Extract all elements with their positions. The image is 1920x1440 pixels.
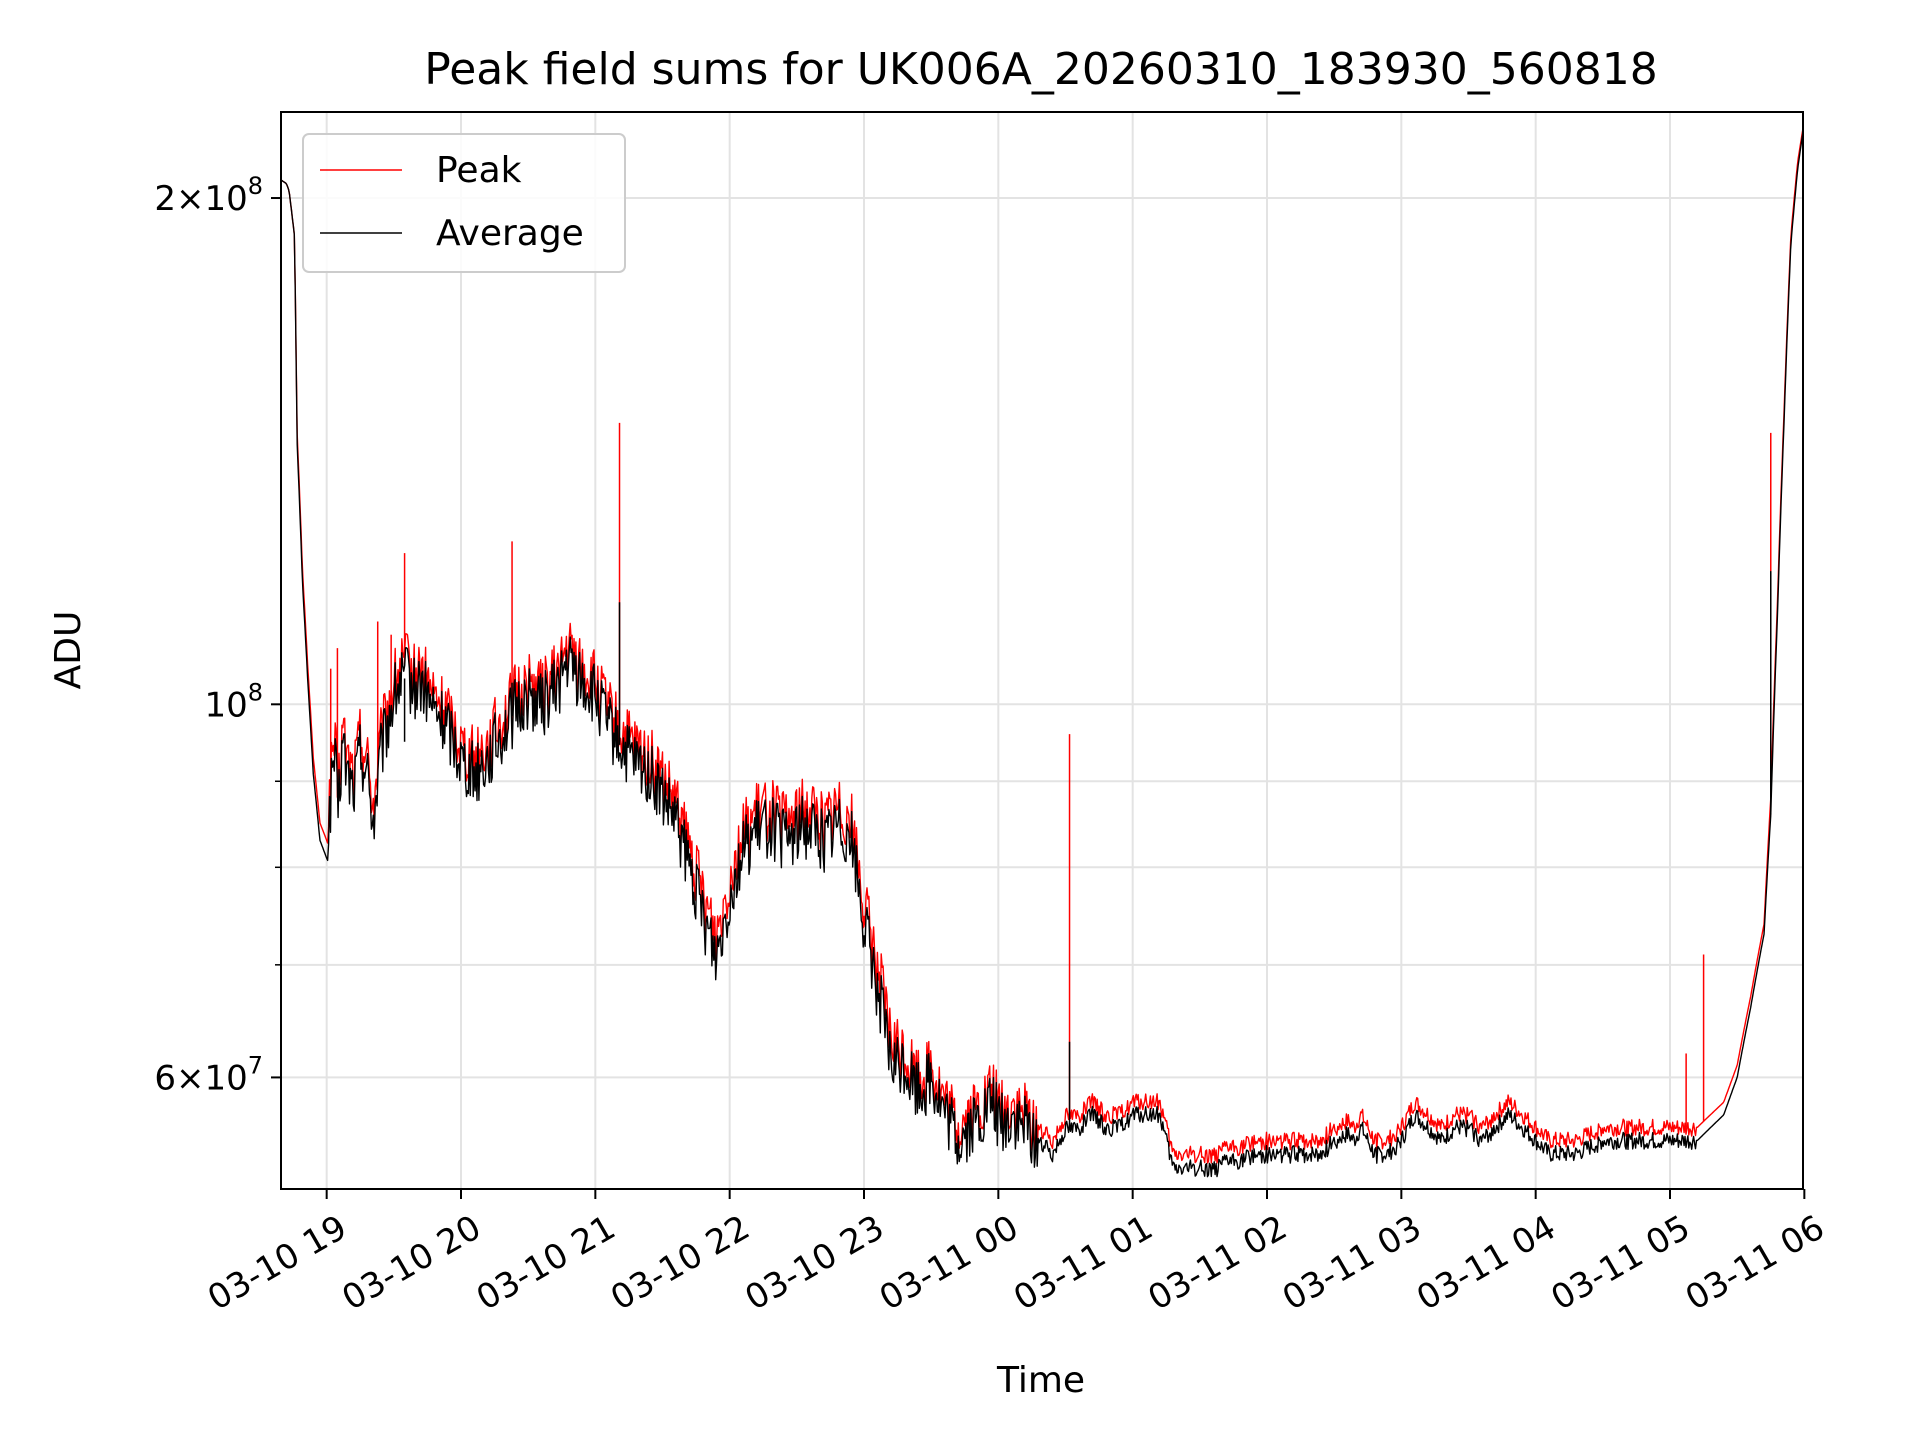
legend-label-average: Average [436,213,584,254]
y-tick-label: 108 [204,678,263,725]
x-axis-label: Time [996,1360,1085,1401]
grid-lines [281,112,1803,1189]
chart-title: Peak field sums for UK006A_20260310_1839… [424,44,1657,95]
y-axis: 6×107 108 2×108 [154,172,281,1098]
legend-label-peak: Peak [436,150,522,191]
y-tick-label: 6×107 [154,1051,263,1098]
series-layer [280,128,1804,1178]
series-line-average [280,131,1804,1178]
plot-area-frame [280,111,1804,1190]
legend-box [302,133,626,273]
y-axis-label: ADU [48,611,89,690]
y-tick-label: 2×108 [154,172,263,219]
legend: Peak Average [302,133,626,273]
